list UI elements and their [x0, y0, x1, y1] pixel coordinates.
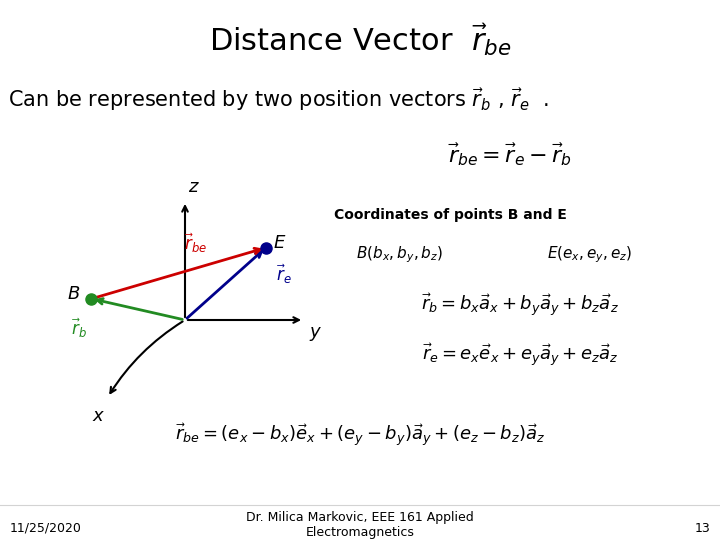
Text: $\vec{r}_b = b_x\vec{a}_x + b_y\vec{a}_y + b_z\vec{a}_z$: $\vec{r}_b = b_x\vec{a}_x + b_y\vec{a}_y… [421, 292, 619, 319]
Text: z: z [188, 178, 197, 196]
Text: $\vec{r}_e$: $\vec{r}_e$ [276, 263, 292, 286]
Text: E: E [274, 234, 285, 252]
Text: 13: 13 [694, 522, 710, 535]
Text: $\vec{r}_{be} = (e_x - b_x)\vec{e}_x + (e_y - b_y)\vec{a}_y + (e_z - b_z)\vec{a}: $\vec{r}_{be} = (e_x - b_x)\vec{e}_x + (… [175, 422, 545, 449]
Text: Dr. Milica Markovic, EEE 161 Applied
Electromagnetics: Dr. Milica Markovic, EEE 161 Applied Ele… [246, 511, 474, 539]
Text: $\vec{r}_e = e_x\vec{e}_x + e_y\vec{a}_y + e_z\vec{a}_z$: $\vec{r}_e = e_x\vec{e}_x + e_y\vec{a}_y… [422, 341, 618, 368]
Text: y: y [309, 323, 320, 341]
Text: 11/25/2020: 11/25/2020 [10, 522, 82, 535]
Text: Can be represented by two position vectors $\vec{r}_b$ , $\vec{r}_e$  .: Can be represented by two position vecto… [8, 86, 549, 113]
Text: x: x [92, 407, 103, 426]
Text: $\vec{r}_{be}$: $\vec{r}_{be}$ [184, 232, 207, 255]
Text: $B(b_x, b_y, b_z)$: $B(b_x, b_y, b_z)$ [356, 245, 444, 265]
Text: $\vec{r}_b$: $\vec{r}_b$ [71, 317, 86, 340]
Text: B: B [67, 285, 79, 303]
Text: $E(e_x, e_y, e_z)$: $E(e_x, e_y, e_z)$ [547, 245, 633, 265]
Text: $\vec{r}_{be} = \vec{r}_e - \vec{r}_b$: $\vec{r}_{be} = \vec{r}_e - \vec{r}_b$ [448, 141, 572, 168]
Text: Coordinates of points B and E: Coordinates of points B and E [333, 208, 567, 222]
Text: Distance Vector  $\vec{r}_{be}$: Distance Vector $\vec{r}_{be}$ [209, 22, 511, 58]
